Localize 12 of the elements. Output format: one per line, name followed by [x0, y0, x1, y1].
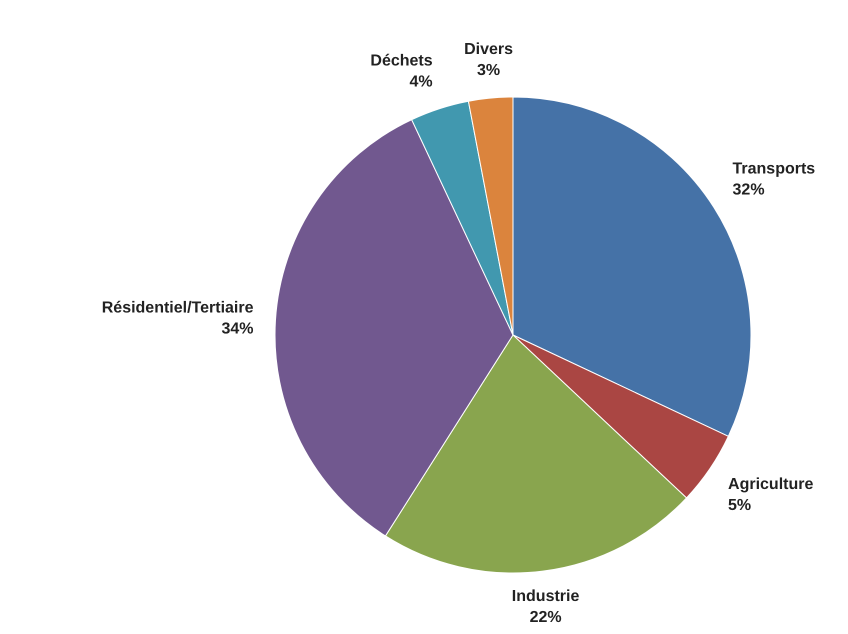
slice-label: Transports	[732, 160, 816, 178]
slice-label: Résidentiel/Tertiaire	[102, 300, 254, 317]
data-label: 34%	[221, 320, 254, 338]
data-label: 3%	[476, 62, 500, 80]
slice-label: Agriculture	[728, 476, 814, 494]
slice-label: Divers	[464, 41, 514, 58]
data-label: 22%	[530, 608, 562, 626]
data-label: 4%	[410, 74, 433, 91]
slice-label: Industrie	[512, 588, 580, 605]
data-label: 5%	[728, 497, 752, 514]
slice-label: Déchets	[370, 52, 433, 70]
data-label: 32%	[732, 182, 765, 199]
